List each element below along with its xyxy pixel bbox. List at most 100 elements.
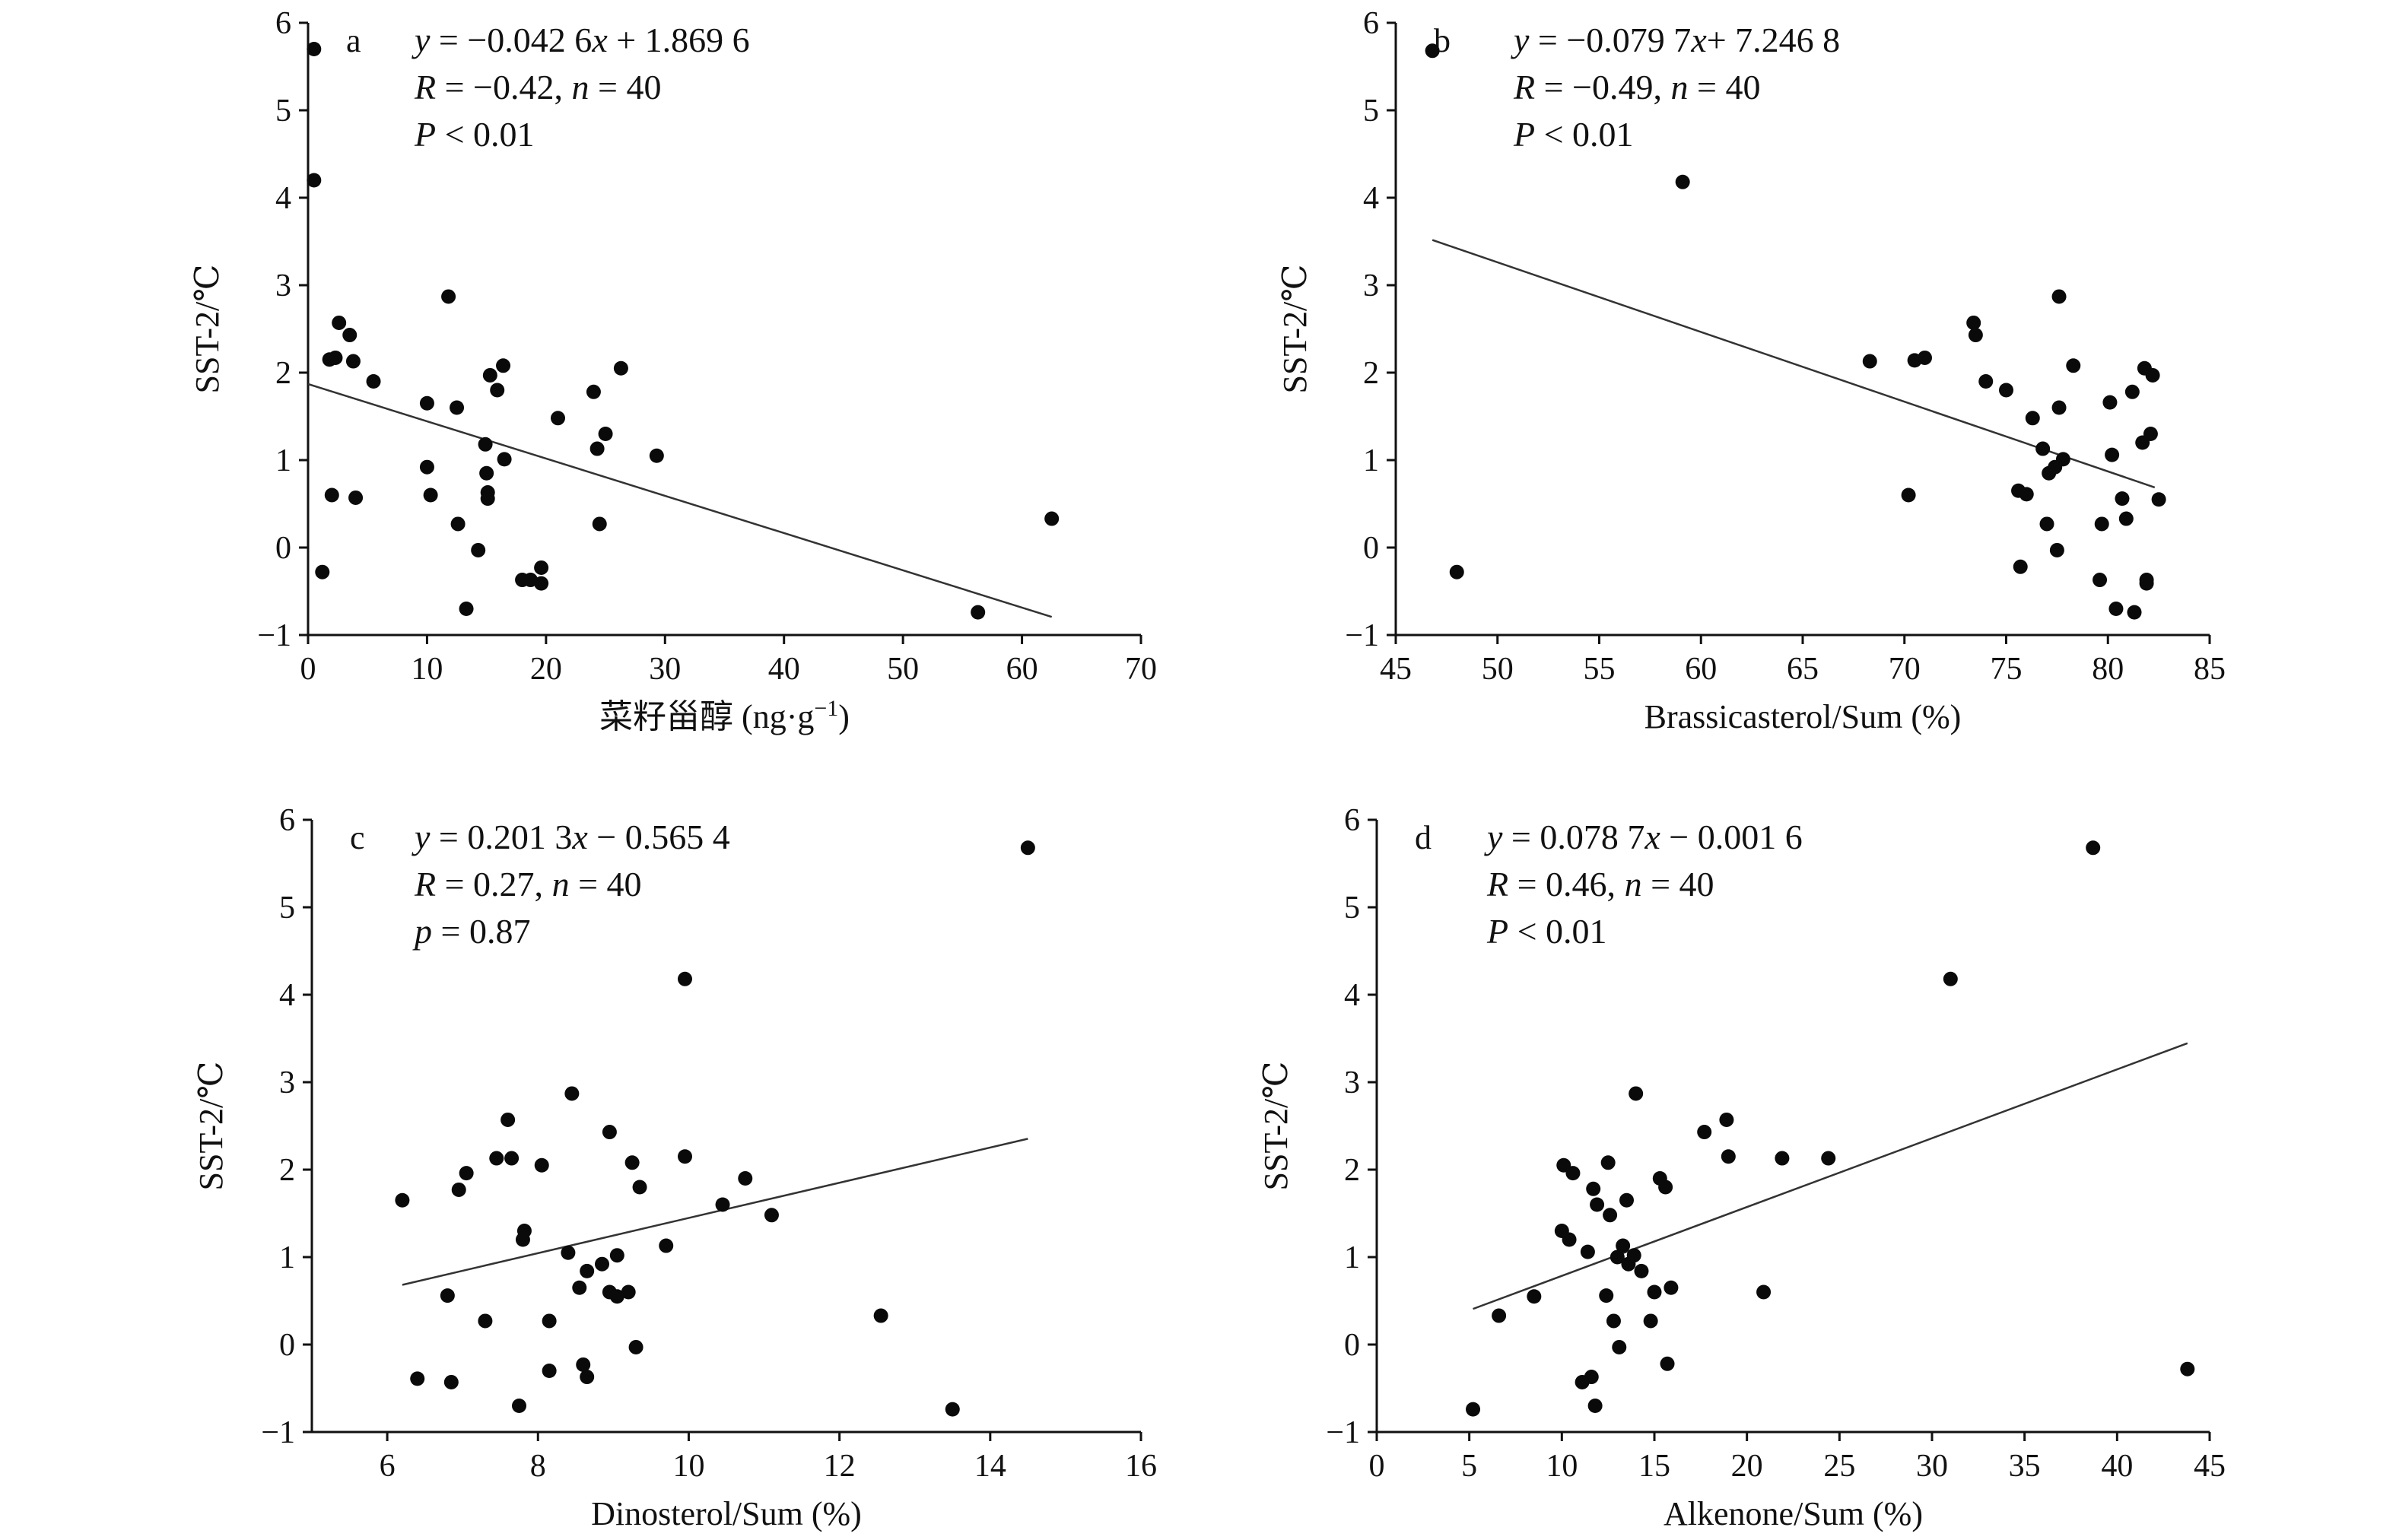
- data-point: [1565, 1166, 1581, 1181]
- regression-annotation: y = −0.079 7x+ 7.246 8: [1511, 21, 1840, 59]
- data-point: [1612, 1339, 1627, 1354]
- data-point: [2127, 605, 2142, 620]
- data-point: [1901, 487, 1916, 503]
- regression-annotation: R = −0.42, n = 40: [414, 68, 661, 106]
- data-point: [423, 487, 438, 503]
- data-point: [586, 384, 601, 399]
- x-tick-label: 10: [411, 652, 443, 687]
- regression-annotation: P < 0.01: [414, 115, 535, 154]
- x-tick-label: 70: [1889, 652, 1921, 687]
- x-tick-label: 15: [1638, 1449, 1670, 1484]
- y-axis-title: SST-2/℃: [1276, 265, 1314, 394]
- data-point: [764, 1208, 779, 1223]
- data-point: [2025, 411, 2040, 426]
- x-tick-label: 45: [1380, 652, 1412, 687]
- data-point: [419, 395, 434, 411]
- y-tick-label: 4: [279, 978, 295, 1013]
- data-point: [589, 441, 605, 456]
- data-point: [945, 1402, 960, 1417]
- x-tick-label: 50: [887, 652, 919, 687]
- data-point: [1619, 1192, 1634, 1208]
- data-point: [307, 42, 322, 56]
- x-tick-label: 0: [1369, 1449, 1385, 1484]
- data-point: [1978, 374, 1994, 389]
- data-point: [2118, 511, 2134, 526]
- x-tick-label: 40: [768, 652, 800, 687]
- x-tick-label: 8: [530, 1449, 546, 1484]
- x-tick-label: 12: [824, 1449, 856, 1484]
- regression-line: [1432, 239, 2156, 489]
- x-axis-title: Brassicasterol/Sum (%): [1644, 698, 1962, 735]
- y-tick-label: 6: [279, 803, 295, 838]
- data-point: [971, 605, 986, 620]
- data-point: [1584, 1370, 1599, 1385]
- x-tick-label: 20: [1731, 1449, 1763, 1484]
- data-point: [592, 516, 607, 532]
- data-point: [542, 1313, 557, 1329]
- data-point: [1675, 174, 1690, 189]
- data-point: [497, 452, 512, 467]
- data-point: [534, 560, 549, 575]
- regression-annotation: R = 0.46, n = 40: [1486, 865, 1714, 903]
- data-point: [632, 1180, 647, 1195]
- data-point: [2139, 576, 2154, 591]
- data-point: [580, 1370, 595, 1385]
- y-tick-label: 1: [275, 443, 291, 478]
- data-point: [621, 1284, 636, 1300]
- data-point: [307, 173, 322, 188]
- data-point: [441, 289, 456, 304]
- data-point: [482, 367, 497, 383]
- x-tick-label: 6: [380, 1449, 396, 1484]
- data-point: [542, 1364, 557, 1378]
- data-point: [1586, 1181, 1601, 1196]
- data-point: [602, 1125, 617, 1140]
- y-tick-label: 0: [1344, 1328, 1360, 1363]
- data-point: [459, 602, 474, 616]
- data-point: [478, 437, 493, 452]
- data-point: [451, 1182, 466, 1197]
- x-tick-label: 45: [2194, 1449, 2226, 1484]
- x-tick-label: 30: [1916, 1449, 1948, 1484]
- regression-annotation: y = −0.042 6x + 1.869 6: [412, 21, 750, 59]
- data-point: [1580, 1244, 1595, 1259]
- data-point: [348, 490, 364, 505]
- y-tick-label: 2: [275, 356, 291, 391]
- data-point: [504, 1151, 520, 1166]
- regression-line: [402, 1138, 1028, 1286]
- data-point: [2066, 358, 2081, 373]
- x-tick-label: 40: [2101, 1449, 2133, 1484]
- data-point: [440, 1288, 455, 1303]
- data-point: [1492, 1308, 1507, 1323]
- y-tick-label: 6: [1363, 6, 1379, 41]
- y-tick-label: −1: [257, 618, 291, 653]
- y-tick-label: −1: [261, 1415, 295, 1450]
- x-tick-label: 30: [649, 652, 681, 687]
- x-tick-label: 14: [974, 1449, 1006, 1484]
- data-point: [1968, 328, 1983, 343]
- data-point: [1664, 1280, 1679, 1295]
- data-point: [2013, 559, 2028, 574]
- data-point: [500, 1112, 516, 1127]
- regression-line: [307, 383, 1053, 618]
- data-point: [1616, 1238, 1631, 1253]
- data-point: [342, 328, 357, 343]
- data-point: [1719, 1112, 1734, 1127]
- data-point: [2124, 384, 2140, 399]
- regression-annotation: R = −0.49, n = 40: [1513, 68, 1760, 106]
- x-tick-label: 16: [1125, 1449, 1157, 1484]
- y-tick-label: 5: [275, 94, 291, 129]
- data-point: [2151, 492, 2166, 507]
- data-point: [1756, 1284, 1772, 1300]
- data-point: [598, 427, 613, 441]
- data-point: [496, 358, 511, 373]
- x-axis-title: Dinosterol/Sum (%): [591, 1495, 862, 1532]
- data-point: [561, 1245, 576, 1260]
- data-point: [1647, 1284, 1662, 1300]
- y-tick-label: 1: [1344, 1240, 1360, 1275]
- data-point: [1660, 1356, 1675, 1371]
- x-tick-label: 65: [1787, 652, 1819, 687]
- x-tick-label: 35: [2009, 1449, 2041, 1484]
- data-point: [659, 1238, 674, 1253]
